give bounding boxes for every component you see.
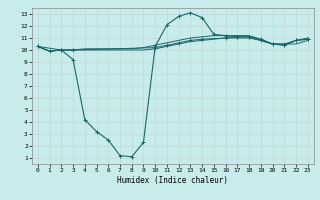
X-axis label: Humidex (Indice chaleur): Humidex (Indice chaleur): [117, 176, 228, 185]
